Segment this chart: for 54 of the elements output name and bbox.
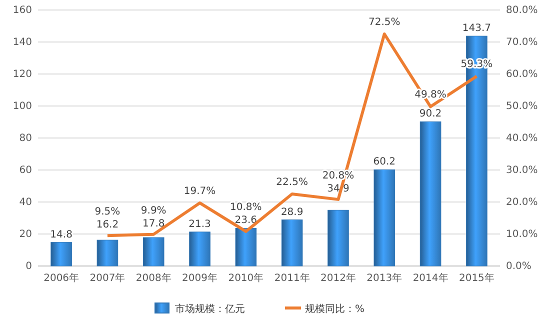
legend-label: 规模同比：% — [305, 303, 365, 315]
x-tick-label: 2011年 — [274, 272, 310, 284]
data-label: 143.7 — [462, 23, 492, 34]
bar — [50, 242, 72, 266]
bar — [189, 232, 210, 266]
y2-tick-label: 30.0% — [506, 165, 538, 176]
y2-tick-label: 0.0% — [506, 261, 532, 272]
x-tick-label: 2012年 — [320, 272, 356, 284]
data-label: 60.2 — [373, 156, 396, 168]
data-label: 28.9 — [280, 206, 304, 218]
x-tick-label: 2014年 — [412, 272, 448, 284]
y-tick-label: 20 — [19, 229, 32, 240]
y-tick-label: 140 — [12, 37, 32, 48]
data-label: 9.9% — [140, 205, 166, 216]
x-tick-label: 2009年 — [182, 272, 218, 284]
y2-tick-label: 20.0% — [506, 197, 538, 208]
bar — [328, 210, 349, 266]
data-label: 14.8 — [50, 229, 72, 240]
y-tick-label: 80 — [19, 133, 32, 144]
x-tick-label: 2015年 — [458, 272, 494, 284]
data-label: 90.2 — [419, 108, 442, 120]
y2-tick-label: 40.0% — [506, 133, 538, 144]
bar — [281, 220, 303, 266]
data-label: 10.8% — [230, 202, 262, 214]
data-label: 19.7% — [184, 186, 216, 197]
bar — [235, 228, 257, 266]
legend-label: 市场规模：亿元 — [175, 303, 245, 315]
data-label: 21.3 — [188, 218, 211, 230]
y2-tick-label: 70.0% — [506, 37, 538, 48]
bar — [374, 169, 396, 266]
y-tick-label: 40 — [19, 197, 32, 208]
data-label: 17.8 — [142, 218, 165, 230]
data-label: 23.6 — [234, 215, 258, 226]
bar — [96, 240, 118, 266]
bar — [142, 237, 164, 266]
x-tick-label: 2010年 — [228, 272, 264, 284]
x-tick-label: 2007年 — [90, 272, 126, 284]
bar — [420, 121, 442, 266]
y-tick-label: 120 — [12, 69, 32, 80]
y2-tick-label: 60.0% — [506, 69, 538, 80]
x-tick-label: 2013年 — [366, 272, 402, 284]
data-label: 9.5% — [94, 206, 120, 218]
y2-tick-label: 80.0% — [506, 5, 538, 16]
y2-tick-label: 10.0% — [506, 229, 538, 240]
y-tick-label: 0 — [26, 261, 32, 272]
y-tick-label: 60 — [19, 165, 32, 176]
data-label: 22.5% — [276, 177, 308, 188]
x-tick-label: 2008年 — [136, 272, 172, 284]
y-tick-label: 160 — [12, 5, 32, 16]
y2-tick-label: 50.0% — [506, 101, 538, 112]
data-label: 72.5% — [368, 17, 400, 28]
y-tick-label: 100 — [12, 101, 32, 112]
data-label: 16.2 — [96, 220, 119, 231]
x-tick-label: 2006年 — [44, 272, 80, 284]
